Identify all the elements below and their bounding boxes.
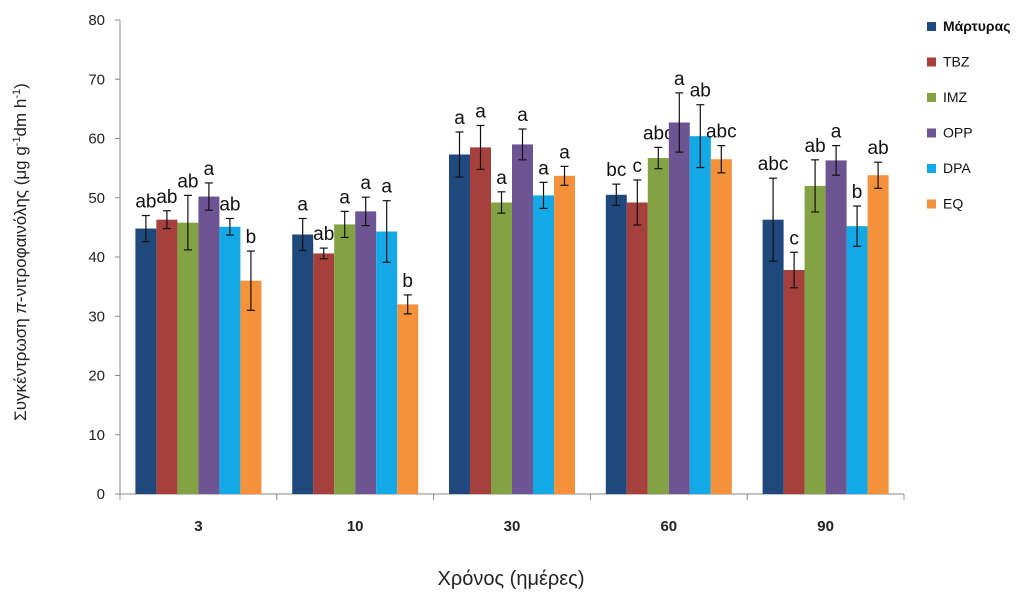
y-axis-title-part: -νιτροφαινόλης (μg g: [11, 146, 30, 302]
bar: [491, 202, 512, 495]
bar: [626, 202, 648, 495]
bar: [605, 194, 627, 494]
bar: [397, 304, 419, 494]
bar: [219, 226, 241, 494]
y-axis-title-part: dm h: [11, 99, 30, 137]
legend-swatch: [927, 164, 936, 173]
y-tick-label: 20: [88, 368, 105, 385]
significance-label: a: [674, 69, 685, 90]
legend-swatch: [927, 22, 936, 31]
x-tick-label: 60: [660, 518, 677, 535]
significance-label: ab: [313, 224, 334, 245]
significance-label: a: [831, 122, 842, 143]
y-axis-title-sup: -1: [11, 136, 23, 146]
significance-label: ab: [868, 138, 889, 159]
significance-label: a: [475, 101, 486, 122]
legend-label: TBZ: [943, 54, 970, 70]
significance-label: ab: [135, 192, 156, 213]
significance-label: ab: [219, 194, 240, 215]
significance-label: abc: [758, 154, 789, 175]
y-axis-title-part: ): [11, 83, 30, 89]
bar: [512, 144, 533, 495]
significance-label: ab: [156, 187, 177, 208]
significance-label: ab: [805, 136, 826, 157]
legend-label: EQ: [943, 196, 963, 212]
bar: [554, 175, 575, 494]
significance-label: ab: [690, 81, 711, 102]
y-tick-label: 80: [88, 12, 105, 29]
y-tick-label: 0: [97, 486, 105, 503]
bar: [668, 122, 690, 494]
x-axis-title: Χρόνος (ημέρες): [438, 568, 585, 590]
bar: [867, 175, 889, 495]
y-axis-title-text: Συγκέντρωση π-νιτροφαινόλης (μg g-1dm h-…: [11, 83, 30, 421]
bar: [449, 154, 470, 494]
y-tick-label: 50: [88, 190, 105, 207]
significance-label: a: [204, 159, 215, 180]
significance-label: abc: [643, 123, 674, 144]
legend-label: IMZ: [943, 89, 968, 105]
significance-label: b: [246, 227, 257, 248]
bar: [470, 147, 491, 494]
legend-swatch: [927, 199, 936, 209]
bar: [689, 136, 711, 494]
bar: [240, 280, 262, 494]
significance-label: b: [402, 271, 413, 292]
significance-label: a: [496, 168, 507, 189]
y-tick-label: 40: [88, 249, 105, 266]
significance-label: ab: [177, 171, 198, 192]
y-axis-title-pi: π: [11, 302, 30, 314]
y-tick-label: 10: [88, 427, 105, 444]
legend: Μάρτυρας TBZ IMZ OPP DPA EQ: [927, 18, 1010, 212]
bar: [334, 224, 356, 494]
y-axis-title-part: Συγκέντρωση: [11, 314, 30, 421]
bar: [355, 211, 377, 494]
significance-label: a: [339, 187, 350, 208]
significance-label: a: [360, 173, 371, 194]
significance-label: b: [852, 182, 863, 203]
bar: [177, 222, 199, 494]
x-tick-label: 30: [504, 518, 521, 535]
bar: [710, 159, 732, 495]
bar: [135, 228, 157, 494]
significance-label: c: [789, 228, 799, 249]
bar: [376, 231, 398, 494]
y-tick-label: 70: [88, 71, 105, 88]
bar: [762, 219, 784, 495]
x-tick-label: 3: [194, 518, 202, 535]
y-axis-title-sup: -1: [11, 89, 23, 99]
significance-label: a: [297, 194, 308, 215]
legend-label: OPP: [943, 125, 973, 141]
significance-label: abc: [706, 122, 737, 143]
bar: [647, 158, 669, 495]
legend-swatch: [927, 57, 936, 67]
significance-label: a: [381, 177, 392, 198]
significance-label: a: [559, 142, 570, 163]
y-tick-label: 30: [88, 308, 105, 325]
bar: [804, 185, 826, 494]
bar: [533, 195, 554, 494]
significance-label: c: [633, 156, 643, 177]
x-tick-label: 10: [347, 518, 364, 535]
legend-swatch: [927, 93, 936, 102]
bar: [825, 160, 847, 495]
significance-label: a: [538, 158, 549, 179]
legend-swatch: [927, 128, 936, 138]
bar: [198, 196, 220, 494]
x-tick-label: 90: [817, 518, 834, 535]
legend-label: Μάρτυρας: [943, 18, 1010, 34]
y-axis-title: Συγκέντρωση π-νιτροφαινόλης (μg g-1dm h-…: [11, 83, 30, 421]
significance-label: a: [454, 108, 465, 129]
bar: [846, 226, 868, 494]
bar: [292, 234, 314, 495]
bar: [156, 219, 178, 495]
legend-label: DPA: [943, 160, 971, 176]
bar: [313, 253, 335, 494]
bar: [783, 270, 805, 494]
significance-label: bc: [606, 160, 626, 181]
significance-label: a: [517, 105, 528, 126]
y-tick-label: 60: [88, 131, 105, 148]
